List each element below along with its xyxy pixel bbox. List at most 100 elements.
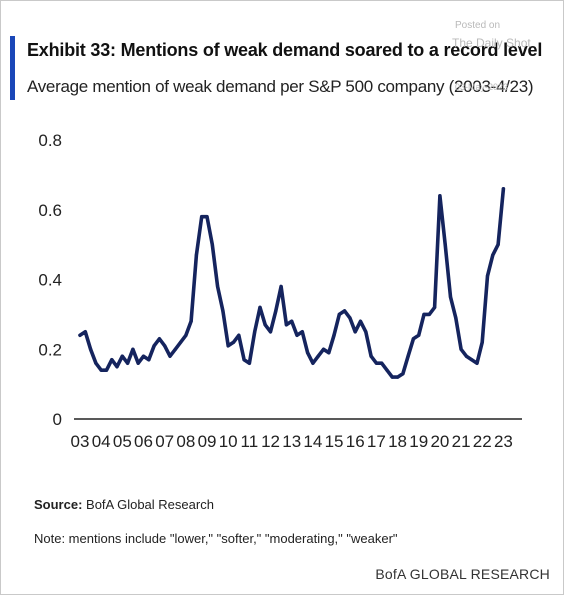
data-point xyxy=(120,354,124,358)
data-point xyxy=(411,337,415,341)
x-tick-label: 08 xyxy=(176,432,195,451)
source-text: BofA Global Research xyxy=(82,497,214,512)
data-point xyxy=(216,284,220,289)
x-tick-label: 12 xyxy=(261,432,280,451)
x-tick-label: 11 xyxy=(241,432,259,451)
data-point xyxy=(321,347,326,351)
chart-subtitle: Average mention of weak demand per S&P 5… xyxy=(27,77,534,96)
watermark-posted-on: Posted on xyxy=(455,20,501,31)
data-point xyxy=(152,344,156,348)
x-tick-label: 22 xyxy=(473,432,492,451)
x-tick-label: 06 xyxy=(134,432,153,451)
x-axis-labels: 03 04 05 06 07 08 09 10 11 12 13 14 15 16 17 18 19 20 21 22… xyxy=(71,432,513,451)
data-point xyxy=(173,347,177,351)
data-points xyxy=(78,187,505,379)
data-point xyxy=(337,312,341,316)
data-point xyxy=(353,330,357,334)
data-point xyxy=(115,365,119,369)
y-tick-label: 0.8 xyxy=(38,131,62,150)
data-point xyxy=(380,361,384,365)
data-point xyxy=(443,243,447,247)
data-point xyxy=(454,316,458,320)
data-point xyxy=(194,253,198,257)
chart-title: Exhibit 33: Mentions of weak demand soar… xyxy=(27,40,543,60)
data-point xyxy=(99,368,103,372)
data-point xyxy=(237,333,241,337)
data-point xyxy=(358,319,363,323)
data-point xyxy=(247,361,251,365)
data-point xyxy=(200,215,204,219)
x-tick-label: 20 xyxy=(430,432,449,451)
data-point xyxy=(332,333,336,337)
x-tick-label: 21 xyxy=(452,432,471,451)
data-point xyxy=(448,295,453,299)
x-tick-label: 19 xyxy=(409,432,428,451)
data-point xyxy=(470,358,474,362)
data-point xyxy=(427,312,431,316)
y-axis-labels: 0 0.2 0.4 0.6 0.8 xyxy=(38,131,62,429)
data-point xyxy=(369,354,373,358)
data-point xyxy=(438,194,442,198)
data-point xyxy=(464,354,468,358)
x-tick-label: 15 xyxy=(325,432,344,451)
data-point xyxy=(300,330,304,334)
data-point xyxy=(496,243,500,247)
y-tick-label: 0 xyxy=(53,410,62,429)
accent-bar xyxy=(10,36,15,100)
source-line: Source: BofA Global Research xyxy=(34,497,214,512)
data-point xyxy=(364,330,368,334)
data-point xyxy=(157,337,161,341)
data-point xyxy=(459,347,463,351)
x-tick-label: 07 xyxy=(155,432,174,451)
data-point xyxy=(258,305,262,309)
x-tick-label: 18 xyxy=(388,432,407,451)
y-tick-label: 0.2 xyxy=(38,340,62,359)
chart-note: Note: mentions include "lower," "softer,… xyxy=(34,531,398,546)
data-point xyxy=(268,330,273,334)
data-point xyxy=(263,323,267,327)
data-point xyxy=(189,319,193,323)
data-point xyxy=(385,368,389,372)
data-point xyxy=(141,354,146,358)
watermark-date: 03-May-2023 xyxy=(455,82,509,92)
x-tick-label: 05 xyxy=(113,432,132,451)
x-tick-label: 04 xyxy=(92,432,111,451)
data-point xyxy=(396,375,400,379)
data-point xyxy=(311,361,315,365)
data-point xyxy=(485,274,490,278)
x-tick-label: 13 xyxy=(282,432,301,451)
watermark-site: The Daily Shot xyxy=(452,36,531,50)
data-point xyxy=(279,284,283,289)
data-point xyxy=(110,358,114,362)
data-point xyxy=(417,333,421,337)
data-point xyxy=(136,361,140,365)
x-tick-label: 10 xyxy=(219,432,238,451)
data-point xyxy=(221,309,225,313)
data-point xyxy=(501,187,505,191)
data-point xyxy=(348,316,352,320)
data-point xyxy=(89,347,93,351)
data-point xyxy=(422,312,426,316)
data-point xyxy=(179,340,183,344)
data-point xyxy=(226,344,230,348)
x-tick-label: 03 xyxy=(71,432,90,451)
data-point xyxy=(131,347,135,351)
data-point xyxy=(290,319,294,323)
data-point xyxy=(147,358,151,362)
data-point xyxy=(94,361,98,365)
y-tick-label: 0.4 xyxy=(38,271,62,290)
data-point xyxy=(163,344,167,348)
line-chart: 0 0.2 0.4 0.6 0.8 03 04 05 06 07 08 09 10 11 12 13 14 15… xyxy=(38,131,522,451)
data-point xyxy=(401,372,405,376)
x-tick-label: 23 xyxy=(494,432,513,451)
data-point xyxy=(406,354,410,358)
data-point xyxy=(295,333,299,337)
data-point xyxy=(306,351,310,355)
data-point xyxy=(184,333,188,337)
data-point xyxy=(316,354,320,358)
data-point xyxy=(78,333,82,337)
data-point xyxy=(168,354,172,358)
data-point xyxy=(126,361,130,365)
source-label: Source: xyxy=(34,497,83,512)
data-point xyxy=(390,375,394,379)
